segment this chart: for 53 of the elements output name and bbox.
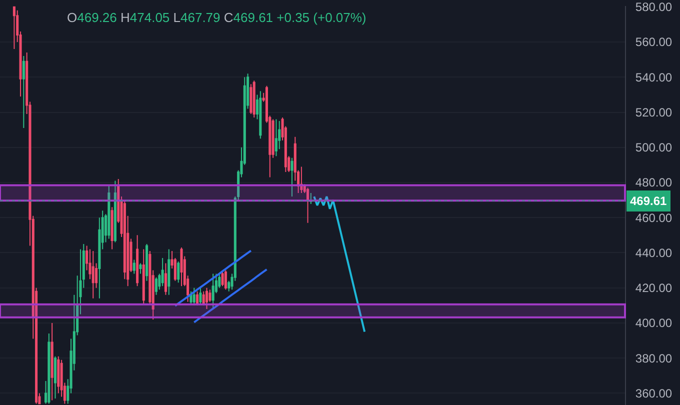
- candlestick: [142, 248, 145, 304]
- y-tick-label: 380.00: [635, 351, 672, 366]
- y-tick-label: 560.00: [635, 35, 672, 50]
- candlestick: [306, 187, 310, 224]
- candlestick: [146, 243, 148, 282]
- candlestick: [202, 290, 205, 306]
- y-tick-label: 440.00: [635, 246, 672, 260]
- y-tick-label: 420.00: [635, 281, 672, 296]
- y-tick-label: 540.00: [635, 70, 672, 84]
- candlestick: [12, 6, 16, 50]
- y-tick-label: 500.00: [635, 140, 672, 155]
- y-tick-label: 580.00: [635, 0, 672, 14]
- candlestick: [136, 234, 139, 287]
- candlestick: [221, 272, 224, 287]
- candlestick: [252, 80, 256, 118]
- candlestick: [164, 262, 167, 296]
- candlestick: [300, 166, 303, 194]
- candlestick: [190, 290, 192, 304]
- candlestick: [50, 322, 54, 401]
- y-tick-label: 400.00: [635, 316, 672, 330]
- candlestick: [212, 273, 214, 310]
- candlestick: [250, 84, 252, 114]
- candlestick: [114, 180, 116, 243]
- annotation: O469.26 H474.05 L467.79 C469.61 +0.35 (+0.07%): [67, 10, 366, 25]
- candlestick: [196, 290, 199, 306]
- candlestick: [177, 261, 180, 284]
- candlestick: [54, 356, 57, 399]
- line-series: [193, 268, 268, 324]
- candlestick: [168, 248, 170, 296]
- candlestick: [22, 56, 25, 129]
- candlestick: [205, 287, 208, 310]
- candlestick: [192, 287, 196, 306]
- candlestick: [57, 356, 60, 394]
- candlestick: [48, 333, 50, 404]
- candlestick: [224, 270, 227, 290]
- candlestick: [274, 118, 278, 157]
- candlestick: [132, 259, 136, 274]
- line-series: [313, 196, 366, 333]
- candlestick: [290, 157, 294, 198]
- y-tick-label: 360.00: [635, 386, 672, 400]
- candlestick: [139, 262, 142, 274]
- candlestick: [259, 90, 262, 140]
- y-tick-label: 460.00: [635, 210, 672, 225]
- line-series: [174, 250, 252, 307]
- candlestick: [180, 246, 183, 287]
- candlestick: [92, 250, 94, 299]
- y-tick-label: 520.00: [635, 105, 672, 120]
- candlestick: [110, 206, 114, 250]
- y-tick-label: 480.00: [635, 176, 672, 190]
- candlestick: [199, 287, 202, 304]
- candlestick: [154, 276, 158, 296]
- ref-line-label: 469.61: [630, 194, 668, 208]
- candlestick: [161, 258, 164, 287]
